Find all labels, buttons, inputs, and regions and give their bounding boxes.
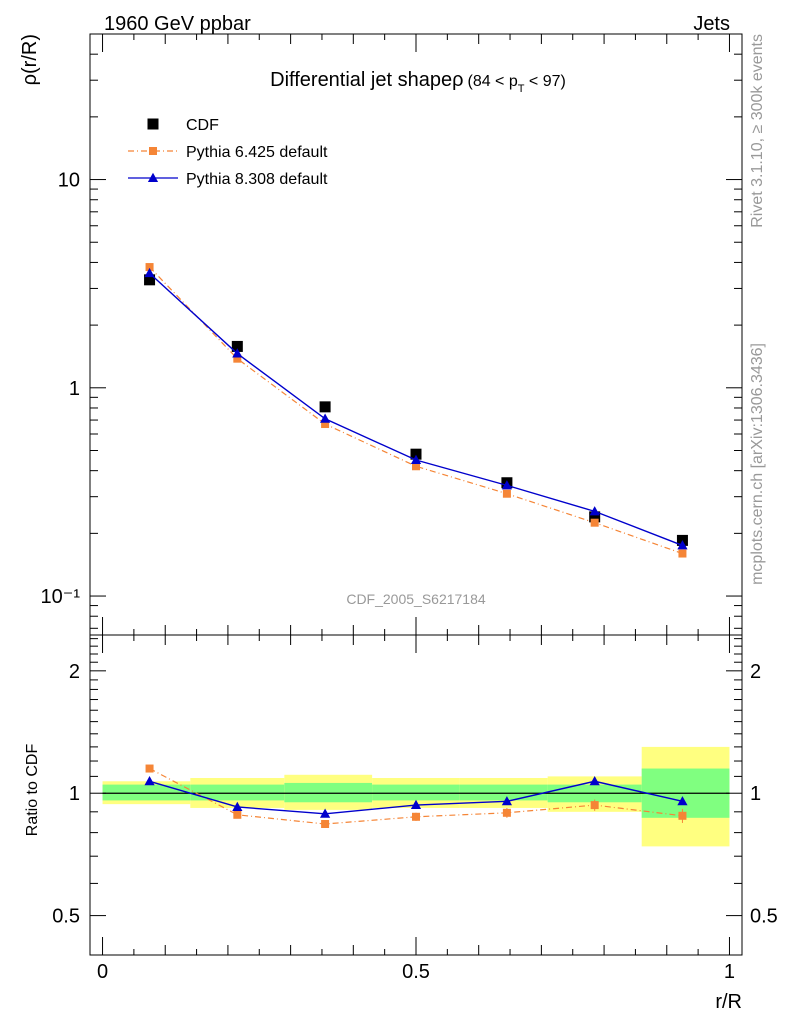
ratio-series [144,764,688,829]
ratio-point [410,799,422,810]
legend-marker [149,147,157,155]
legend-label: Pythia 8.308 default [186,171,328,188]
main-point [410,454,422,464]
ratio-inner-band [190,784,285,801]
main-point [232,348,243,358]
ratio-bands [102,746,730,847]
main-point [319,401,331,413]
main-y-tick-label: 1 [69,378,80,400]
ratio-point [319,808,331,818]
main-series [144,263,688,558]
main-point [319,413,331,423]
main-point [412,462,420,471]
ratio-y-tick-label-right: 1 [750,783,761,805]
chart-title: Differential jet shapeρ (84 < pT < 97) [270,69,566,95]
ratio-plot-frame [89,634,743,956]
ratio-y-axis-label: Ratio to CDF [24,744,41,837]
main-point [589,506,600,516]
main-point [678,549,687,558]
x-tick-label: 0 [97,961,108,983]
main-point [502,489,511,498]
ratio-point [321,820,330,829]
ratio-inner-band [459,784,548,801]
header-left: 1960 GeV ppbar [104,13,251,35]
ratio-panel: 0.5 0.51 12 2 0 0.5 1 Ratio to CDF r/R [24,634,778,1013]
main-y-ticks: 10⁻¹ 1 10 [41,33,742,629]
main-y-tick-label: 10⁻¹ [41,586,81,608]
main-series-line [149,266,683,555]
main-x-ticks [102,34,730,635]
ratio-point [145,764,154,773]
rivet-version-text: Rivet 3.1.10, ≥ 300k events [749,34,766,228]
ratio-y-tick-label: 1 [69,783,80,805]
ratio-point [412,812,420,821]
legend-label: Pythia 6.425 default [186,144,328,161]
main-point [677,540,688,550]
legend-label: CDF [186,117,219,134]
x-tick-label: 1 [724,961,735,983]
legend: CDF Pythia 6.425 default Pythia 8.308 defa… [128,117,328,188]
main-point [321,420,330,429]
main-point [501,480,513,490]
legend-marker [147,172,159,182]
ratio-point [678,811,687,820]
main-panel: 10⁻¹ 1 10 Differential jet shapeρ (84 < pT … [19,33,743,636]
mcplots-credit-text: mcplots.cern.ch [arXiv:1306.3436] [749,343,766,585]
ratio-y-tick-label: 2 [69,661,80,683]
ratio-point [501,796,513,806]
main-series-line [149,272,683,547]
chart-title-range: (84 < pT < 97) [467,73,565,95]
ratio-point [502,808,511,817]
ratio-y-tick-label-right: 2 [750,661,761,683]
main-point [144,267,155,278]
main-point [410,448,422,460]
ratio-point [677,796,688,806]
chart-title-main: Differential jet shapeρ [270,69,463,91]
main-y-axis-label: ρ(r/R) [19,34,41,85]
ratio-point [590,801,599,810]
main-point [231,340,243,352]
x-axis-label: r/R [715,991,742,1013]
header-right: Jets [693,13,730,35]
ratio-point [233,810,242,819]
ratio-inner-band [372,784,460,801]
ratio-y-tick-label: 0.5 [52,906,80,928]
ratio-point [232,801,243,811]
main-point [589,511,601,523]
ratio-point [589,775,600,786]
legend-marker [147,118,159,130]
ratio-x-ticks: 0 0.5 1 [97,635,735,983]
ratio-y-ticks: 0.5 0.5 1 1 2 2 [52,638,778,956]
analysis-annotation: CDF_2005_S6217184 [346,591,486,607]
main-y-tick-label: 10 [58,170,80,192]
main-point [144,274,156,286]
main-point [233,354,242,363]
x-tick-label: 0.5 [402,961,430,983]
ratio-inner-band [102,784,191,801]
main-point [590,518,599,527]
main-point [145,263,154,272]
ratio-inner-band [284,782,373,803]
ratio-point [144,775,155,786]
ratio-y-tick-label-right: 0.5 [750,906,778,928]
